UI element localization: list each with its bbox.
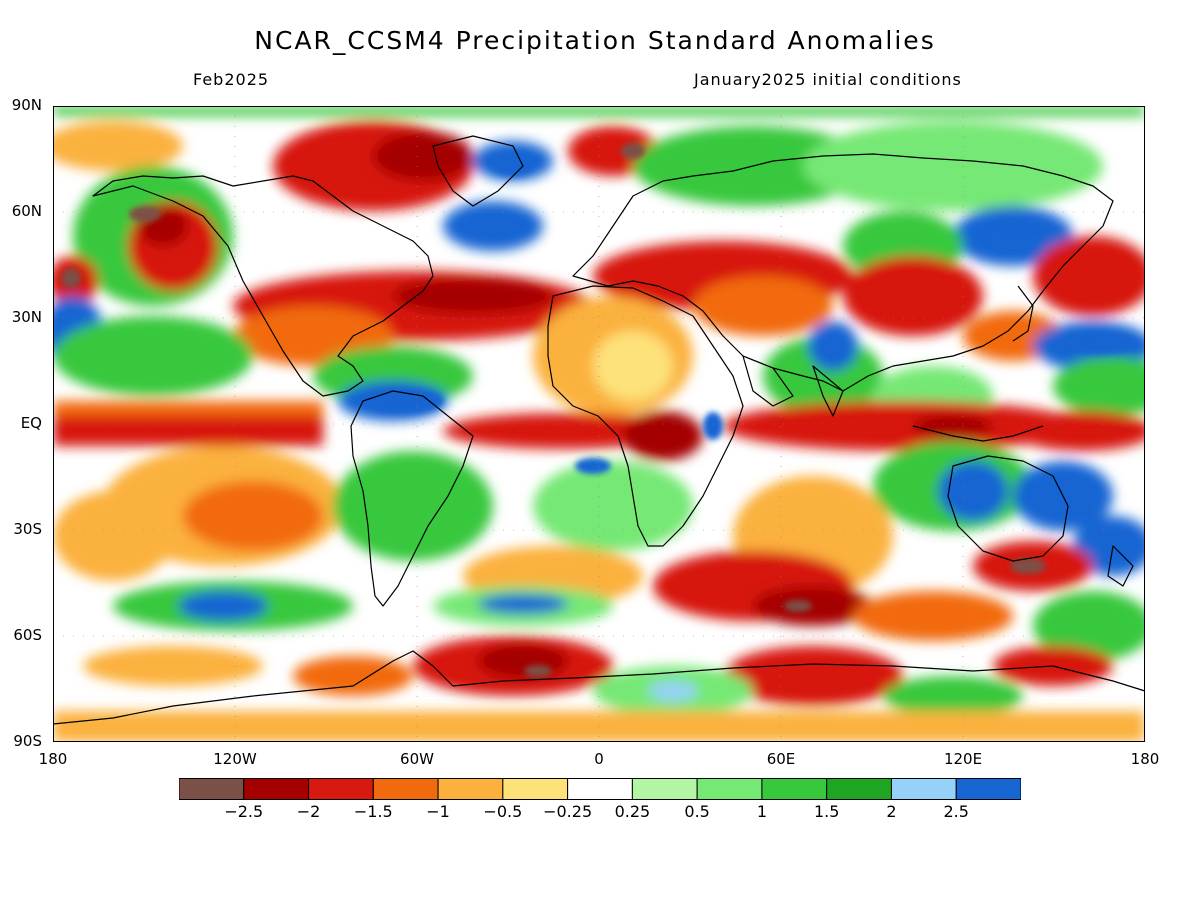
anomaly-detail: [61, 143, 1138, 677]
lon-label-120e: 120E: [943, 750, 983, 768]
colorbar-label: −0.5: [483, 802, 523, 821]
graticule: [53, 106, 1145, 742]
lat-label-30n: 30N: [11, 308, 42, 326]
lon-label-180e: 180: [1130, 750, 1160, 768]
anomaly-field: [53, 106, 1145, 742]
colorbar-cell: [567, 778, 633, 800]
colorbar-cell: [372, 778, 439, 800]
lat-label-eq: EQ: [20, 414, 42, 432]
colorbar-cell: [437, 778, 504, 800]
map-title: NCAR_CCSM4 Precipitation Standard Anomal…: [254, 26, 936, 55]
anomaly-map: [53, 106, 1145, 742]
lon-label-0: 0: [594, 750, 604, 768]
lat-label-60n: 60N: [11, 202, 42, 220]
initial-conditions-label: January2025 initial conditions: [694, 70, 962, 89]
colorbar-cell: [502, 778, 569, 800]
colorbar-label: 2.5: [943, 802, 969, 821]
colorbar-label: 0.25: [614, 802, 651, 821]
colorbar-label: 1: [756, 802, 768, 821]
colorbar-label: −1: [426, 802, 450, 821]
colorbar-cell: [955, 778, 1021, 800]
forecast-month: Feb2025: [193, 70, 270, 89]
coastlines: [53, 135, 1145, 725]
colorbar-label: −0.25: [543, 802, 593, 821]
colorbar-cell: [761, 778, 828, 800]
colorbar-cell: [179, 778, 245, 800]
colorbar-cell: [243, 778, 310, 800]
lat-label-90n: 90N: [11, 96, 42, 114]
colorbar-cell: [890, 778, 957, 800]
colorbar-cell: [826, 778, 892, 800]
colorbar-label: 2: [886, 802, 897, 821]
lat-label-30s: 30S: [13, 520, 42, 538]
lon-label-180w: 180: [38, 750, 68, 768]
colorbar-cell: [308, 778, 374, 800]
colorbar-cell: [696, 778, 763, 800]
colorbar-cell: [631, 778, 698, 800]
lon-label-120w: 120W: [213, 750, 257, 768]
colorbar-label: 1.5: [813, 802, 840, 821]
lat-label-60s: 60S: [13, 626, 42, 644]
colorbar-label: −2.5: [224, 802, 264, 821]
colorbar-label: −2: [296, 802, 321, 821]
lon-label-60e: 60E: [766, 750, 796, 768]
colorbar: [179, 778, 1021, 800]
colorbar-label: 0.5: [684, 802, 710, 821]
lon-label-60w: 60W: [400, 750, 434, 768]
colorbar-label: −1.5: [353, 802, 393, 821]
lat-label-90s: 90S: [13, 732, 42, 750]
